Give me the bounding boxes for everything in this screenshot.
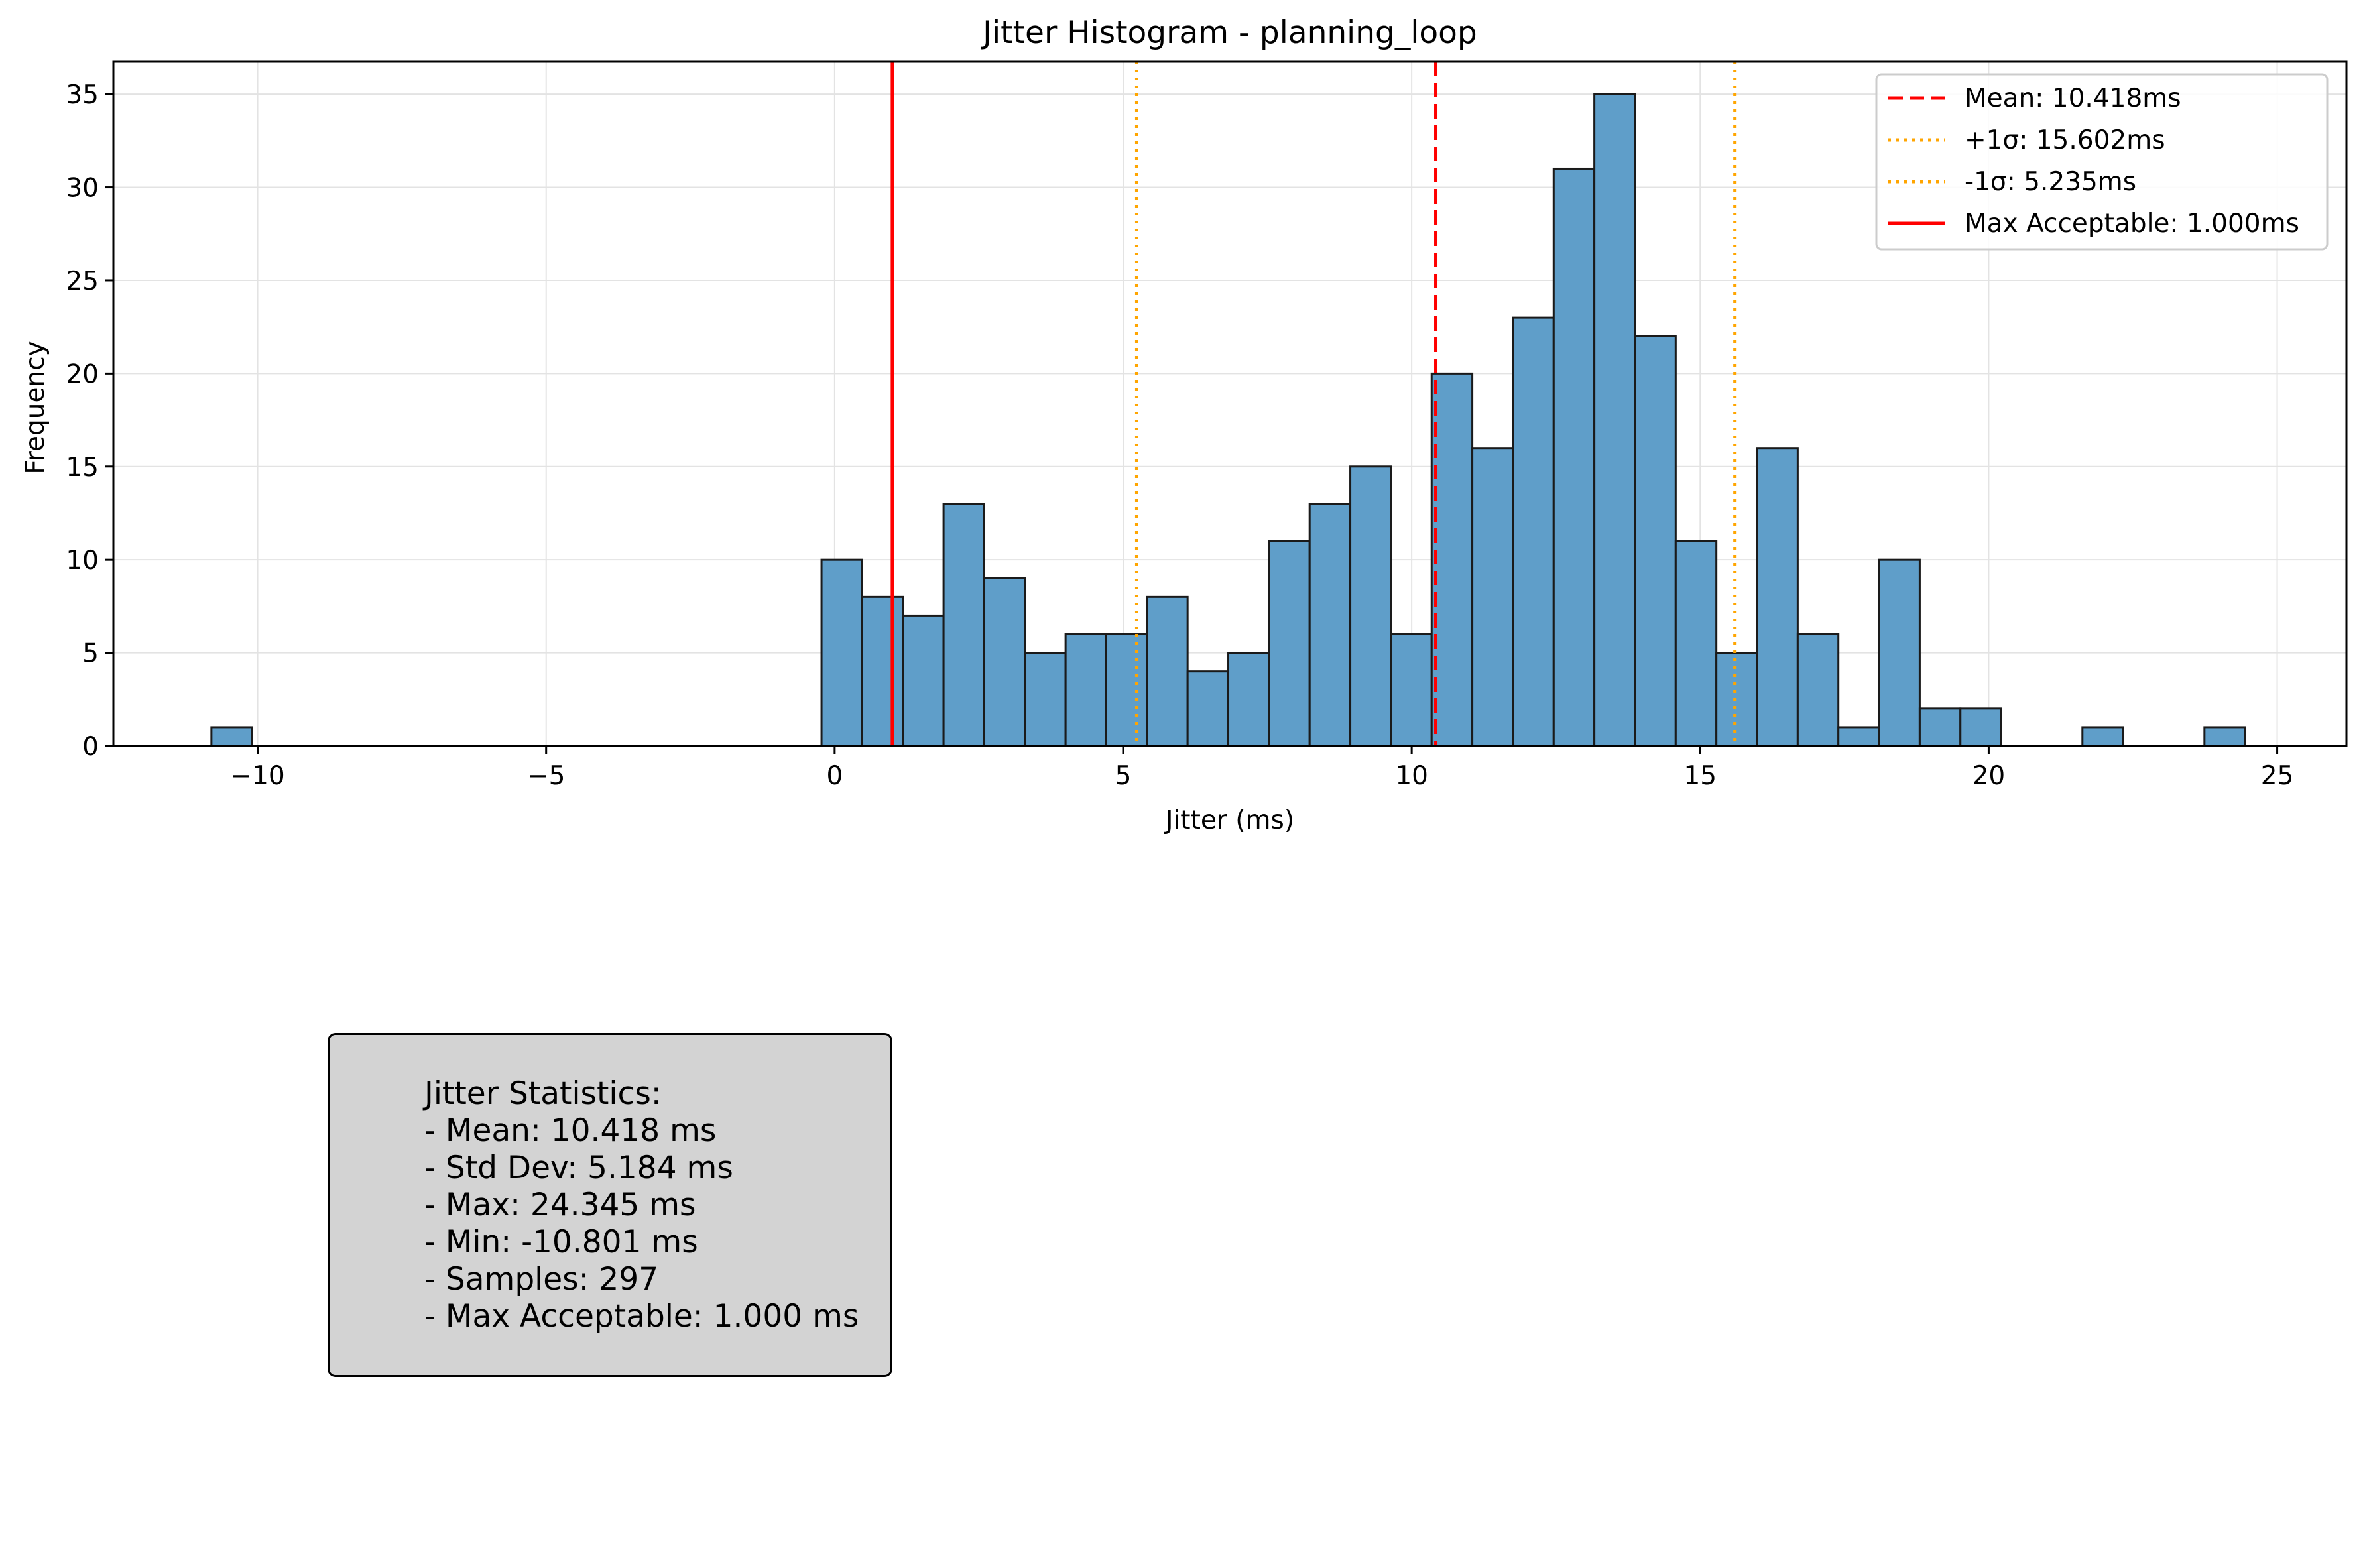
histogram-bar [1796,633,1840,747]
x-tick-label: 5 [1115,761,1132,791]
legend-label: -1σ: 5.235ms [1965,167,2136,197]
histogram-bar [1024,652,1067,747]
histogram-bar [1552,167,1596,747]
histogram-bar [1634,335,1677,747]
histogram-bar [1349,465,1392,747]
legend-label: +1σ: 15.602ms [1965,125,2165,155]
x-tick-label: 10 [1395,761,1428,791]
histogram-bar [1390,633,1433,747]
x-axis-label: Jitter (ms) [1164,806,1294,835]
histogram-bar [1430,372,1474,747]
histogram-bar [1512,316,1555,747]
histogram-bar [1064,633,1107,747]
stats-line-mean: - Mean: 10.418 ms [424,1113,717,1149]
y-axis-label: Frequency [21,341,50,474]
histogram-bar [2081,726,2124,747]
histogram-bar [902,614,945,747]
legend-label: Mean: 10.418ms [1965,84,2181,113]
histogram-bar [1308,503,1352,747]
stats-line-max-acceptable: - Max Acceptable: 1.000 ms [424,1298,859,1335]
stats-line-min: - Min: -10.801 ms [424,1224,698,1260]
chart-title: Jitter Histogram - planning_loop [981,15,1477,51]
stats-line-max: - Max: 24.345 ms [424,1187,696,1223]
x-tick-label: 0 [826,761,843,791]
y-tick-label: 10 [66,546,99,575]
histogram-bar [1227,652,1270,747]
y-tick-label: 5 [82,639,99,669]
x-tick-label: 20 [1972,761,2006,791]
histogram-bar [1715,652,1758,747]
stats-box: Jitter Statistics: - Mean: 10.418 ms - S… [328,1033,892,1377]
histogram-bar [1959,707,2002,747]
histogram-bar [1105,633,1148,747]
histogram-bar [983,577,1026,747]
histogram-bar [1878,558,1921,747]
stats-line-std-dev: - Std Dev: 5.184 ms [424,1150,733,1186]
x-tick-label: −5 [527,761,566,791]
histogram-bar [1837,726,1880,747]
x-tick-label: −10 [230,761,284,791]
y-tick-label: 20 [66,359,99,389]
y-tick-label: 25 [66,267,99,296]
x-tick-label: 15 [1683,761,1717,791]
axis-ticks: −10 −5 0 5 10 15 20 25 0 5 10 15 20 25 30 35 [66,80,2293,791]
histogram-bar [1593,93,1636,747]
histogram-bar [1186,670,1230,747]
histogram-bar [1756,447,1799,747]
histogram-bar [1471,447,1514,747]
y-tick-label: 30 [66,174,99,204]
reference-lines [890,62,1737,746]
histogram-bar [861,595,904,747]
legend-frame [1875,73,2329,251]
y-tick-label: 15 [66,453,99,483]
histogram-bar [2203,726,2246,747]
x-tick-label: 25 [2261,761,2294,791]
plot-frame [112,60,2348,747]
histogram-bar [1268,540,1311,747]
histogram-bar [1674,540,1718,747]
histogram-bar [820,558,863,747]
stats-title: Jitter Statistics: [424,1075,662,1112]
y-tick-label: 35 [66,80,99,110]
histogram-bar [1918,707,1962,747]
histogram-bars [210,93,2246,747]
histogram-bar [942,503,985,747]
legend-label: Max Acceptable: 1.000ms [1965,209,2299,239]
histogram-bar [210,726,253,747]
legend: Mean: 10.418ms +1σ: 15.602ms -1σ: 5.235ms M… [1875,73,2329,251]
stats-line-samples: - Samples: 297 [424,1261,659,1297]
histogram-bar [1146,595,1189,747]
y-tick-label: 0 [82,732,99,762]
